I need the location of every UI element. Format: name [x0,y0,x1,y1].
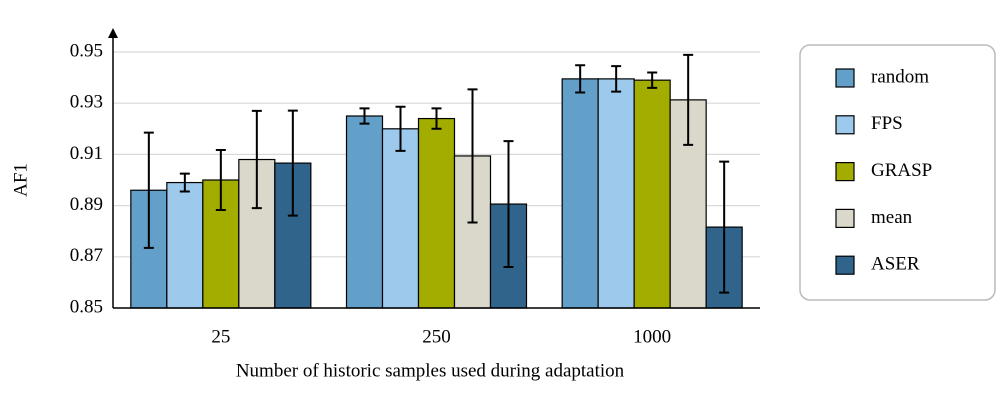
bar [381,128,420,309]
bar [417,117,456,309]
y-tick-label: 0.93 [70,92,103,113]
legend-swatch [835,255,855,275]
error-bar [467,88,478,224]
error-bar [359,107,370,125]
y-axis-label: AF1 [10,163,31,197]
error-bar [251,109,262,210]
error-bar [179,172,190,193]
y-tick-label: 0.95 [70,40,103,61]
legend-swatch [835,68,855,88]
bar [597,78,635,309]
x-tick-label: 25 [211,326,230,347]
legend-label: random [871,66,929,87]
error-bar [287,109,298,217]
legend-swatch [835,162,855,182]
bar [345,115,384,309]
x-axis-label: Number of historic samples used during a… [236,360,625,381]
error-bar [575,64,586,94]
x-tick-label: 250 [422,326,451,347]
error-bar [215,149,226,211]
bar [561,78,599,309]
legend-swatch [835,115,855,135]
legend-label: mean [871,207,913,228]
x-tick-label: 1000 [633,326,671,347]
error-bar [395,105,406,152]
y-tick-label: 0.85 [70,296,103,317]
error-bar [503,140,514,269]
bar [633,79,671,309]
legend-label: ASER [871,254,920,275]
legend-label: FPS [871,113,903,134]
legend-label: GRASP [871,160,932,181]
error-bar [611,65,622,93]
y-axis-arrow [108,28,118,38]
legend-swatch [835,208,855,228]
error-bar [431,107,442,130]
y-tick-label: 0.87 [70,245,103,266]
error-bar [683,53,694,146]
error-bar [143,131,154,249]
y-tick-label: 0.91 [70,143,103,164]
error-bar [647,71,658,89]
legend-box [799,44,996,301]
y-tick-label: 0.89 [70,194,103,215]
error-bar [719,160,730,294]
bar [166,181,204,309]
